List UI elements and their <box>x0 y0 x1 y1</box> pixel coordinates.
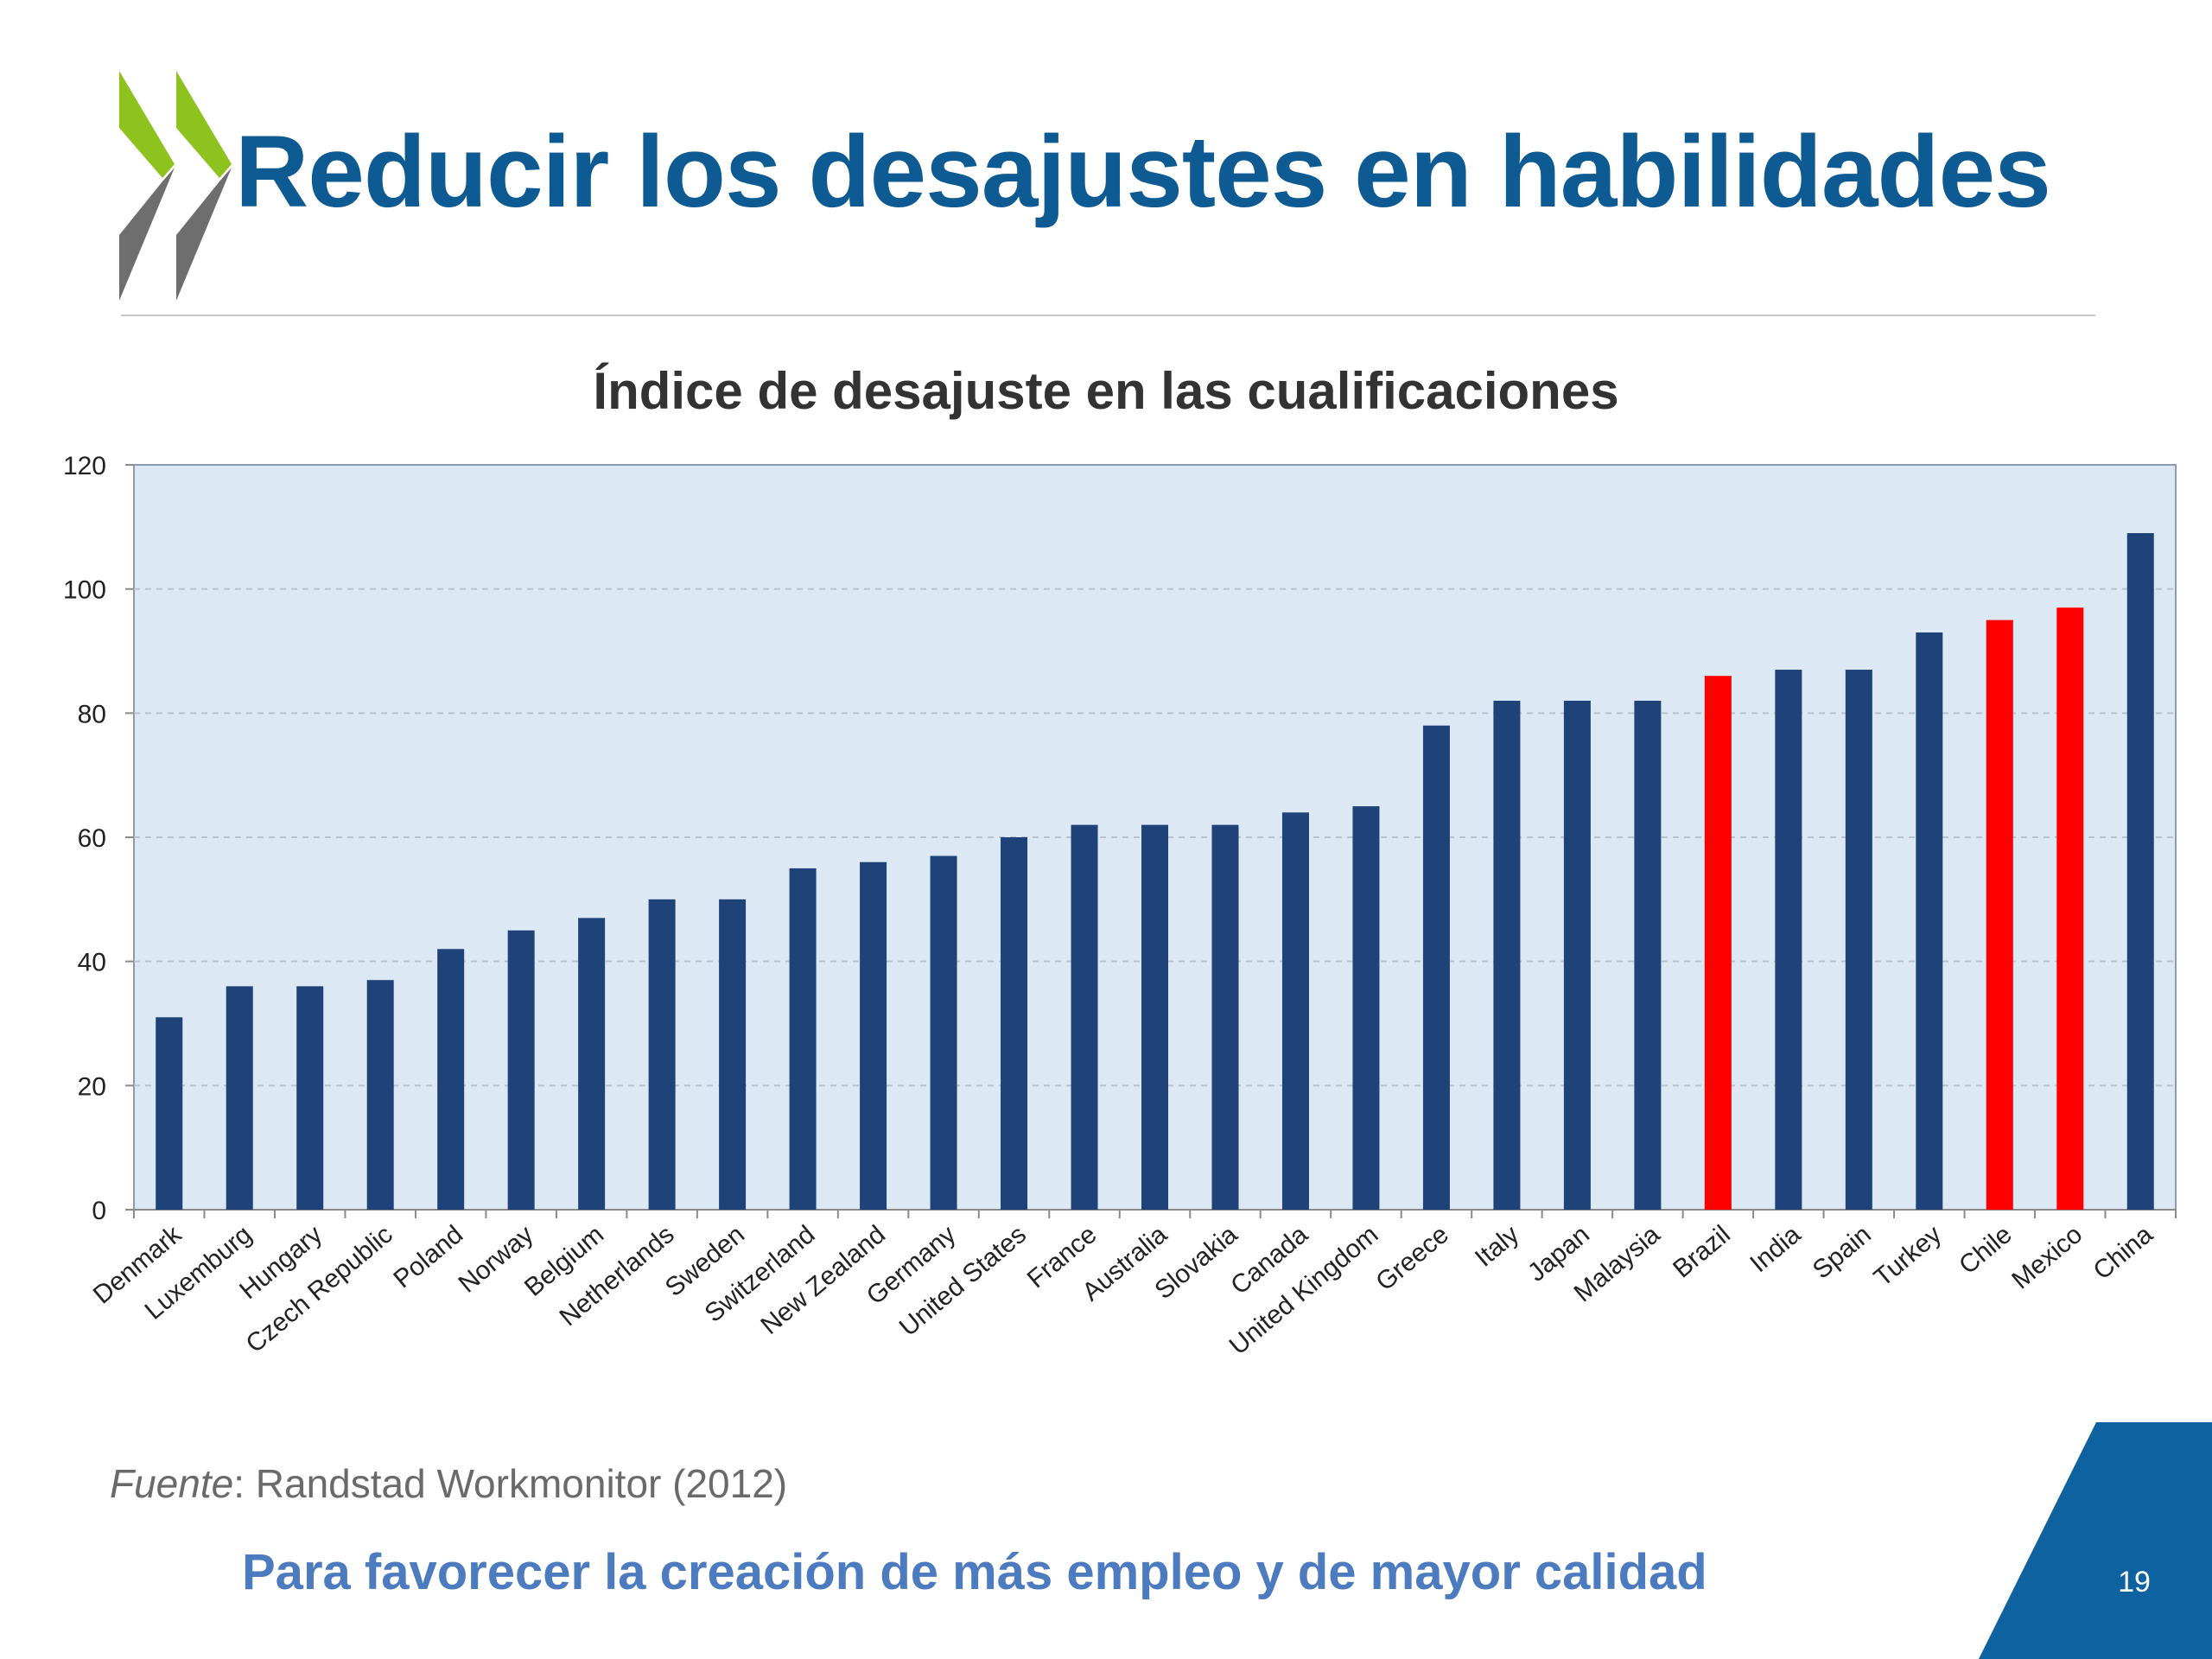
bar-italy <box>1493 700 1521 1210</box>
corner-decoration <box>1979 1422 2212 1659</box>
y-tick-label: 60 <box>78 824 106 853</box>
bar-norway <box>507 930 535 1210</box>
x-tick-label: Poland <box>388 1220 468 1294</box>
logo-grey-chevron-left <box>119 168 175 301</box>
bar-czech-republic <box>366 980 394 1210</box>
bar-canada <box>1281 812 1309 1210</box>
bar-netherlands <box>648 899 676 1210</box>
bar-new-zealand <box>860 861 887 1210</box>
bar-mexico <box>2056 607 2084 1210</box>
bar-switzerland <box>789 868 817 1210</box>
bar-australia <box>1141 824 1168 1210</box>
y-tick-label: 80 <box>78 700 106 728</box>
slide-tagline: Para favorecer la creación de más empleo… <box>242 1544 1707 1600</box>
bar-india <box>1775 670 1802 1210</box>
bar-japan <box>1563 700 1591 1210</box>
x-tick-label: Brazil <box>1668 1220 1736 1283</box>
source-note: Fuente: Randstad Workmonitor (2012) <box>110 1460 787 1507</box>
bar-turkey <box>1916 632 1943 1210</box>
bar-poland <box>437 949 465 1210</box>
bar-luxemburg <box>226 986 253 1210</box>
x-tick-label: Mexico <box>2006 1220 2088 1294</box>
y-tick-label: 20 <box>78 1072 106 1101</box>
bar-slovakia <box>1211 824 1239 1210</box>
bar-hungary <box>296 986 324 1210</box>
logo-green-chevron-right <box>176 71 232 178</box>
chart-title: Índice de desajuste en las cualificacion… <box>593 362 1619 420</box>
x-tick-label: Italy <box>1470 1220 1524 1273</box>
bar-greece <box>1422 725 1450 1210</box>
bar-chart: 020406080100120DenmarkLuxemburgHungaryCz… <box>63 452 2177 1361</box>
x-tick-label: China <box>2088 1220 2158 1286</box>
bar-malaysia <box>1634 700 1662 1210</box>
x-tick-label: Greece <box>1370 1220 1454 1297</box>
bar-united-kingdom <box>1352 806 1380 1210</box>
bar-united-states <box>1001 837 1028 1210</box>
x-tick-label: United States <box>894 1220 1032 1342</box>
oecd-logo <box>119 71 232 301</box>
bar-chile <box>1986 620 2013 1210</box>
bar-spain <box>1845 670 1872 1210</box>
x-tick-label: India <box>1745 1220 1806 1278</box>
bar-brazil <box>1704 676 1732 1210</box>
source-text: : Randstad Workmonitor (2012) <box>233 1461 788 1506</box>
y-tick-label: 100 <box>63 576 106 605</box>
page-number: 19 <box>2118 1566 2151 1599</box>
bar-germany <box>930 855 957 1210</box>
y-tick-label: 40 <box>78 949 106 977</box>
bar-belgium <box>578 918 606 1210</box>
logo-green-chevron-left <box>119 71 175 178</box>
logo-grey-chevron-right <box>176 168 232 301</box>
slide-title: Reducir los desajustes en habilidades <box>235 115 2051 229</box>
bar-france <box>1071 824 1098 1210</box>
bar-china <box>2126 533 2154 1210</box>
bar-sweden <box>719 899 747 1210</box>
x-tick-label: Turkey <box>1869 1220 1948 1293</box>
bar-denmark <box>156 1017 183 1210</box>
source-label: Fuente <box>110 1461 234 1506</box>
y-tick-label: 120 <box>63 452 106 480</box>
x-tick-label: Spain <box>1808 1220 1877 1285</box>
y-tick-label: 0 <box>92 1197 106 1225</box>
title-divider <box>121 315 2095 316</box>
